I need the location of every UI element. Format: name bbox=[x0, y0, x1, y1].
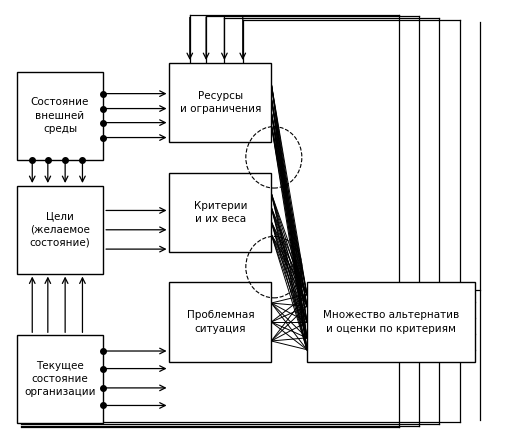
Text: Текущее
состояние
организации: Текущее состояние организации bbox=[24, 361, 96, 397]
Text: Цели
(желаемое
состояние): Цели (желаемое состояние) bbox=[30, 212, 90, 248]
FancyBboxPatch shape bbox=[169, 282, 271, 362]
FancyBboxPatch shape bbox=[17, 335, 103, 423]
FancyBboxPatch shape bbox=[17, 186, 103, 274]
FancyBboxPatch shape bbox=[17, 72, 103, 160]
Text: Проблемная
ситуация: Проблемная ситуация bbox=[186, 310, 254, 334]
FancyBboxPatch shape bbox=[169, 173, 271, 252]
FancyBboxPatch shape bbox=[169, 63, 271, 142]
Text: Критерии
и их веса: Критерии и их веса bbox=[194, 201, 247, 224]
Text: Состояние
внешней
среды: Состояние внешней среды bbox=[31, 97, 89, 134]
FancyBboxPatch shape bbox=[307, 282, 475, 362]
Text: Ресурсы
и ограничения: Ресурсы и ограничения bbox=[180, 91, 261, 114]
Text: Множество альтернатив
и оценки по критериям: Множество альтернатив и оценки по критер… bbox=[323, 310, 459, 334]
